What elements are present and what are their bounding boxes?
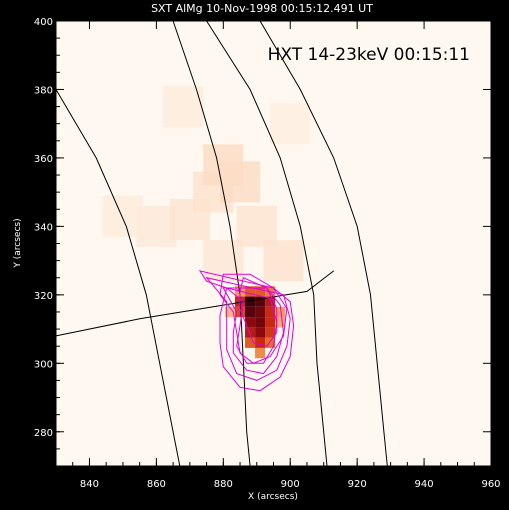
hxt-contour: [239, 277, 278, 347]
hxt-overlay-label: HXT 14-23keV 00:15:11: [268, 45, 470, 65]
x-tick-label: 880: [214, 479, 233, 490]
grid-line: [55, 270, 335, 337]
image-pixel: [263, 240, 304, 282]
image-pixel: [245, 337, 256, 348]
image-pixel: [255, 306, 266, 318]
hxt-contour: [219, 273, 288, 364]
image-pixel: [265, 306, 276, 318]
x-tick-label: 920: [348, 479, 367, 490]
x-tick-label: 840: [80, 479, 99, 490]
plot-frame: [55, 20, 492, 467]
grid-line: [172, 20, 251, 467]
x-tick-label: 860: [147, 479, 166, 490]
hxt-contour: [205, 276, 291, 381]
image-pixel: [270, 103, 311, 145]
y-axis-title: Y (arcsecs): [13, 218, 23, 268]
image-pixel: [245, 327, 256, 338]
sxt-image-pixels: [102, 86, 311, 359]
image-pixel: [265, 317, 276, 328]
image-pixel: [255, 286, 266, 297]
y-tick-label: 300: [34, 359, 53, 370]
heliographic-grid-lines: [55, 20, 388, 467]
image-pixel: [265, 296, 276, 307]
grid-line: [206, 20, 328, 467]
image-pixel: [255, 327, 266, 338]
image-pixel: [275, 317, 286, 328]
y-tick-label: 340: [34, 222, 53, 233]
x-tick-label: 940: [415, 479, 434, 490]
y-tick-label: 320: [34, 291, 53, 302]
image-pixel: [255, 347, 266, 359]
image-pixel: [235, 306, 246, 318]
axis-ticks: 840 860 880 900 920 940 960 280 300 320 340 360 380 4…: [34, 17, 501, 490]
plot-area: HXT 14-23keV 00:15:11: [55, 20, 491, 467]
image-pixel: [255, 317, 266, 328]
image-pixel: [275, 306, 286, 318]
y-tick-label: 380: [34, 85, 53, 96]
hxt-contour: [198, 270, 295, 392]
x-axis-title: X (arcsecs): [248, 492, 298, 502]
image-pixel: [255, 337, 266, 348]
image-pixel: [245, 286, 256, 297]
x-tick-label: 900: [281, 479, 300, 490]
y-tick-label: 280: [34, 428, 53, 439]
image-pixel: [245, 296, 256, 307]
hxt-contour: [226, 287, 278, 364]
image-pixel: [265, 327, 276, 338]
image-pixel: [245, 317, 256, 328]
y-tick-label: 360: [34, 154, 53, 165]
grid-line: [259, 20, 388, 467]
y-tick-label: 400: [34, 17, 53, 28]
image-pixel: [163, 86, 204, 128]
hxt-contour: [222, 287, 285, 375]
image-pixel: [219, 161, 261, 203]
x-tick-label: 960: [481, 479, 500, 490]
image-pixel: [245, 306, 256, 318]
hxt-contours: [198, 270, 295, 392]
grid-line: [55, 89, 181, 467]
figure-title: SXT AlMg 10-Nov-1998 00:15:12.491 UT: [151, 2, 373, 15]
image-pixel: [224, 306, 236, 318]
image-pixel: [255, 296, 266, 307]
image-pixel: [265, 337, 276, 348]
